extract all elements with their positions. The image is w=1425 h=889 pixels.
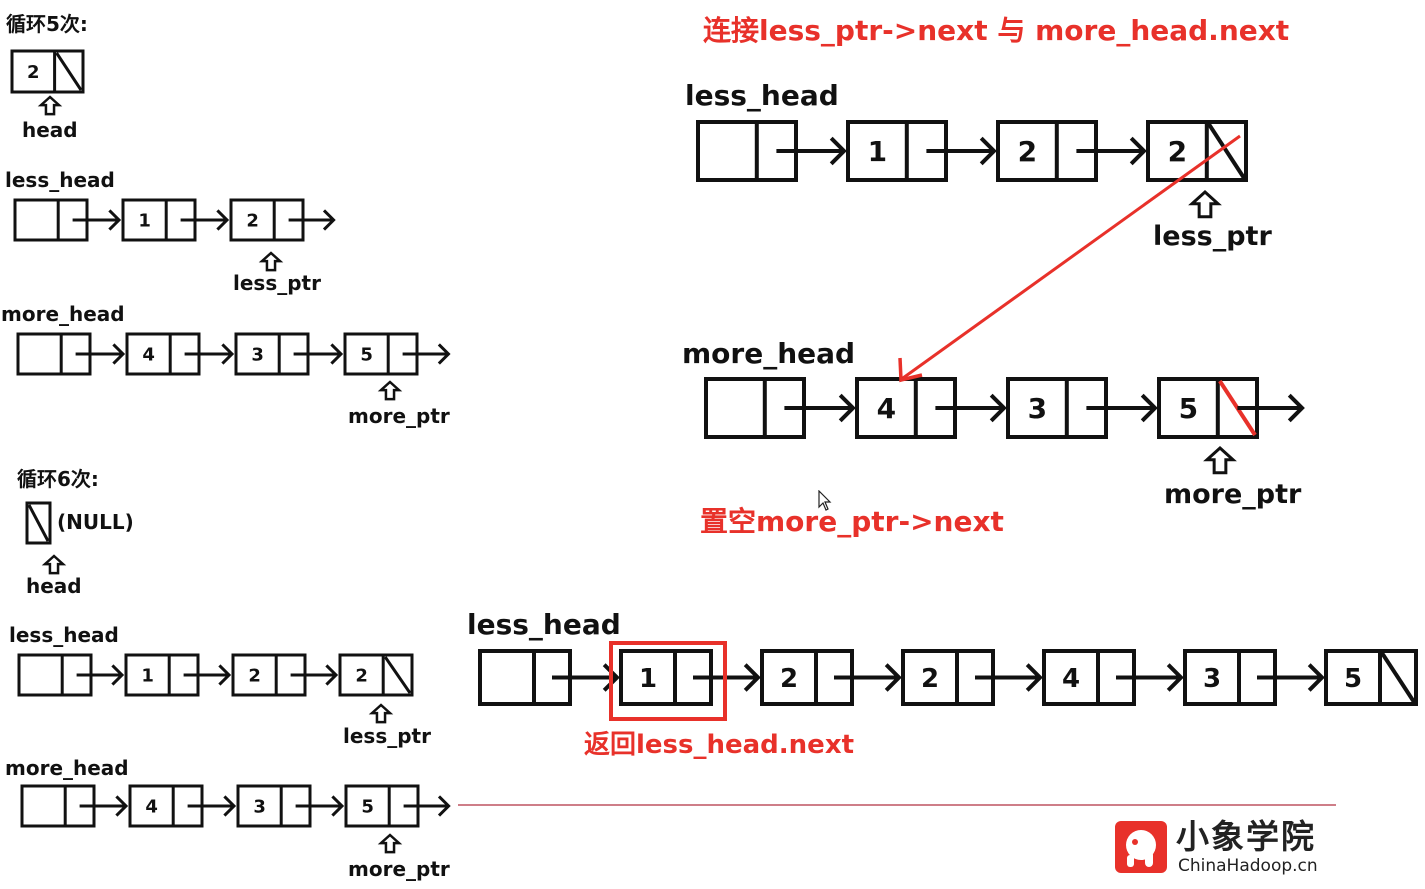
step-less-node-3: 2 [1148, 122, 1246, 180]
loop6-less-node-2-value: 2 [248, 665, 261, 686]
loop5-more-node-2-value: 3 [251, 344, 264, 365]
loop6-more-node-2-value: 3 [253, 796, 266, 817]
result-node-6-box [1326, 651, 1416, 704]
loop5-less-ptr-up-arrow-icon [262, 253, 280, 270]
loop5-less-node-2-value: 2 [246, 210, 259, 231]
loop6-more-node-3-value: 5 [361, 796, 374, 817]
step-less-node-3-value: 2 [1168, 135, 1187, 168]
elephant-logo-icon [1115, 821, 1167, 873]
result-node-4-value: 4 [1062, 664, 1080, 694]
step-more-ptr-label: more_ptr [1164, 481, 1301, 508]
result-node-2-value: 2 [780, 664, 798, 694]
loop6-null-text: (NULL) [57, 512, 134, 532]
loop6-head-up-arrow-icon [45, 556, 63, 573]
result-less-head-label: less_head [467, 611, 621, 639]
loop5-title: 循环5次: [6, 14, 88, 34]
loop5-more-ptr-label: more_ptr [348, 406, 450, 426]
loop6-less-node-1-value: 1 [141, 665, 154, 686]
return-caption: 返回less_head.next [584, 732, 854, 758]
loop5-more-head-label: more_head [1, 304, 125, 324]
result-node-6: 5 [1326, 651, 1416, 704]
loop5-more-node-1-value: 4 [142, 344, 155, 365]
step-less-node-1-value: 1 [868, 135, 887, 168]
mouse-cursor-icon [818, 490, 832, 512]
loop5-head-node-value: 2 [27, 62, 40, 83]
result-node-5-value: 3 [1203, 664, 1221, 694]
result-node-3-value: 2 [921, 664, 939, 694]
loop5-less-head-label: less_head [5, 170, 115, 190]
loop6-more-node-1-value: 4 [145, 796, 158, 817]
step-more-node-2-value: 3 [1028, 392, 1047, 425]
loop5-head-node: 2 [12, 51, 83, 92]
loop5-less-node-1-value: 1 [138, 210, 151, 231]
step-less-node-2-value: 2 [1018, 135, 1037, 168]
step-less-node-3-box [1148, 122, 1246, 180]
result-node-1-value: 1 [639, 664, 657, 694]
loop6-title: 循环6次: [17, 469, 99, 489]
loop6-less-ptr-up-arrow-icon [372, 705, 390, 722]
step-more-node-1-value: 4 [877, 392, 896, 425]
loop6-less-ptr-label: less_ptr [343, 726, 431, 746]
loop6-more-ptr-label: more_ptr [348, 859, 450, 879]
step-more-head-label: more_head [682, 340, 855, 368]
step-less-ptr-label: less_ptr [1153, 223, 1272, 250]
step-more-node-3-value: 5 [1179, 392, 1198, 425]
loop6-head-label: head [26, 576, 82, 596]
step-less-ptr-up-arrow-icon [1192, 192, 1218, 217]
logo-english-text: ChinaHadoop.cn [1178, 858, 1318, 875]
loop6-less-node-3: 2 [340, 655, 412, 695]
loop6-less-node-3-value: 2 [355, 665, 368, 686]
loop6-more-head-label: more_head [5, 758, 129, 778]
loop5-more-ptr-up-arrow-icon [381, 382, 399, 399]
loop6-more-ptr-up-arrow-icon [381, 835, 399, 852]
loop5-more-node-3-value: 5 [360, 344, 373, 365]
loop6-null-head-node [27, 503, 50, 543]
result-node-6-value: 5 [1344, 664, 1362, 694]
loop5-less-ptr-label: less_ptr [233, 273, 321, 293]
logo-chinese-text: 小象学院 [1176, 820, 1316, 853]
loop5-head-label: head [22, 120, 78, 140]
connect-caption: 连接less_ptr->next 与 more_head.next [703, 17, 1289, 45]
loop5-head-node-box [12, 51, 83, 92]
loop6-less-node-3-box [340, 655, 412, 695]
null-caption: 置空more_ptr->next [700, 508, 1004, 536]
loop5-head-up-arrow-icon [41, 97, 59, 114]
step-more-ptr-up-arrow-icon [1207, 448, 1233, 473]
step-less-head-label: less_head [685, 82, 839, 110]
loop6-less-head-label: less_head [9, 625, 119, 645]
